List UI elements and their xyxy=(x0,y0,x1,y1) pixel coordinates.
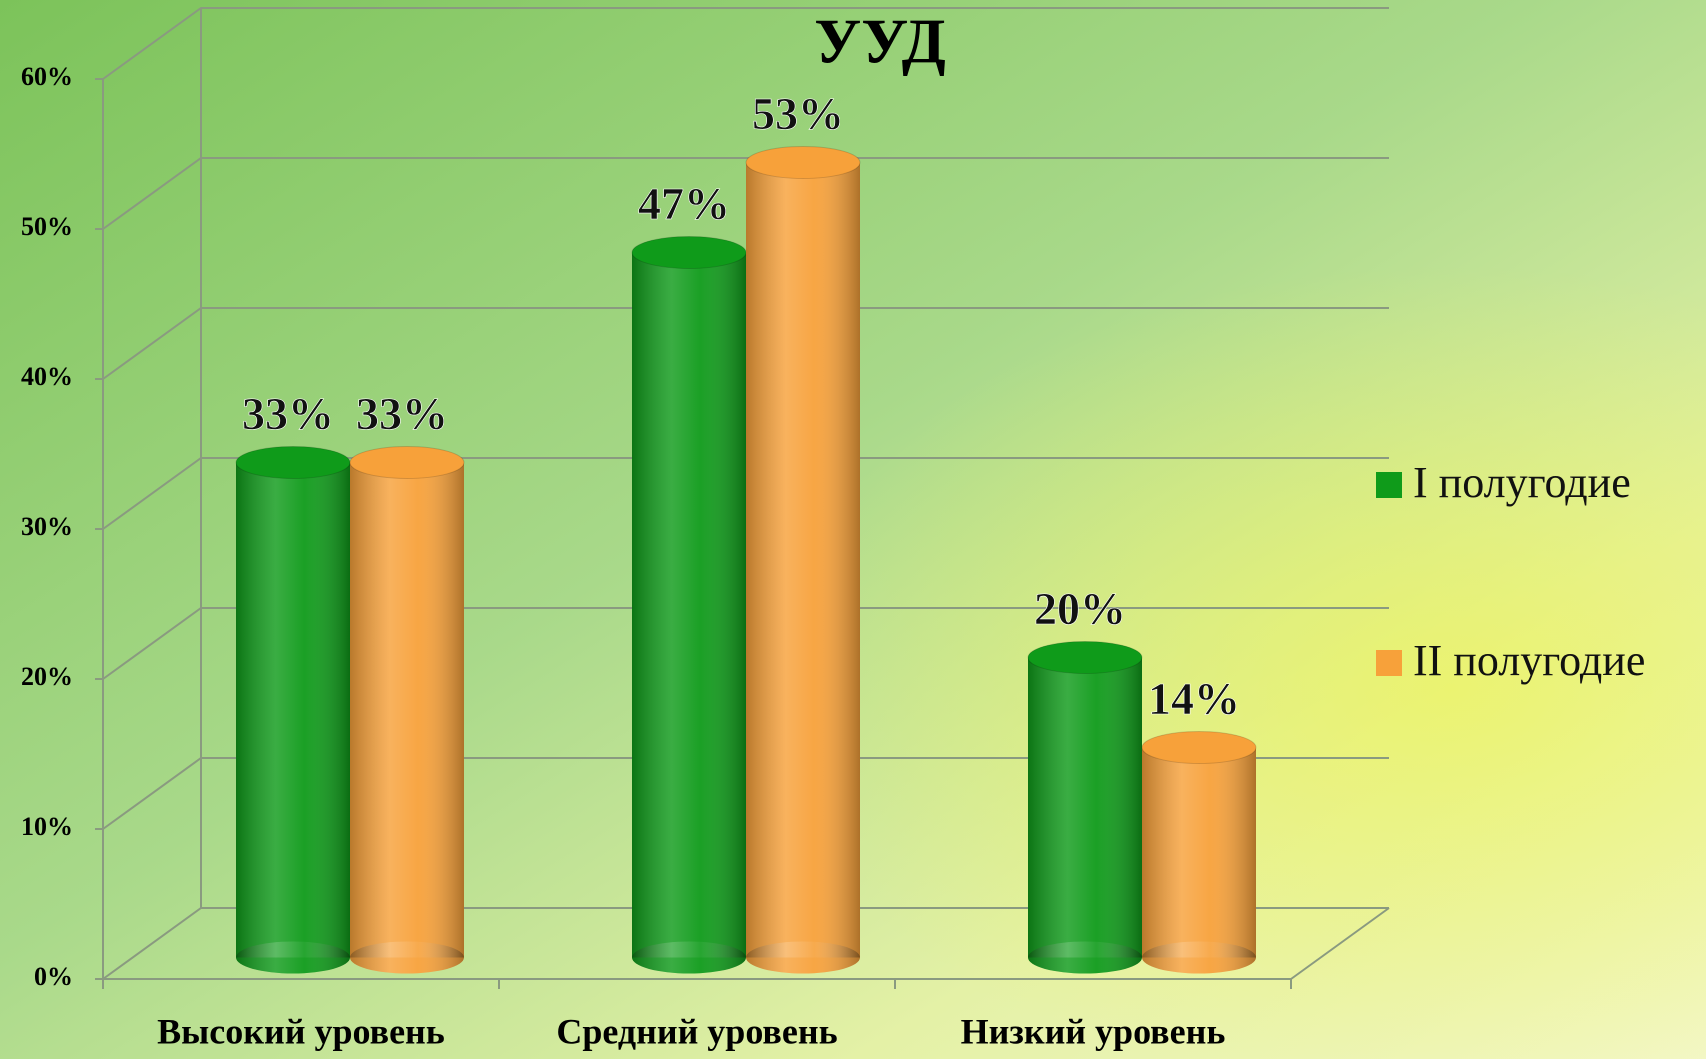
bar-bottom-shade xyxy=(350,941,464,974)
bar-bottom-shade xyxy=(236,941,350,974)
legend-label: II полугодие xyxy=(1413,636,1645,685)
x-tick-label: Средний уровень xyxy=(556,1011,837,1051)
value-label: 20% xyxy=(1034,583,1126,634)
bar-top xyxy=(745,146,861,179)
grid-line xyxy=(102,157,1389,230)
bar-bottom-shade xyxy=(1142,941,1256,974)
grid-line xyxy=(102,457,1389,530)
bar-bottom-shade xyxy=(632,941,746,974)
grid-line xyxy=(102,7,1389,80)
bar-shade xyxy=(1028,657,1142,958)
bar-top xyxy=(349,446,465,479)
value-label: 33% xyxy=(356,388,448,439)
y-tick-label: 0% xyxy=(34,962,73,991)
y-tick-label: 60% xyxy=(21,62,73,91)
bar-top xyxy=(631,236,747,269)
value-label: 33% xyxy=(242,388,334,439)
value-label: 14% xyxy=(1148,673,1240,724)
y-tick-label: 50% xyxy=(21,212,73,241)
legend-swatch xyxy=(1376,472,1402,498)
grid-line xyxy=(102,607,1389,680)
legend-swatch xyxy=(1376,650,1402,676)
grid-line xyxy=(102,907,1389,980)
y-tick-label: 10% xyxy=(21,812,73,841)
bar-top xyxy=(1141,731,1257,764)
bar-shade xyxy=(746,162,860,958)
bar-bottom-shade xyxy=(746,941,860,974)
bar-top xyxy=(1027,641,1143,674)
y-tick-label: 30% xyxy=(21,512,73,541)
bar-shade xyxy=(236,462,350,958)
bar-bottom-shade xyxy=(1028,941,1142,974)
y-tick-label: 40% xyxy=(21,362,73,391)
value-label: 53% xyxy=(752,88,844,139)
grid-line xyxy=(102,307,1389,380)
x-tick-label: Высокий уровень xyxy=(157,1011,445,1051)
value-label: 47% xyxy=(638,178,730,229)
x-tick-label: Низкий уровень xyxy=(961,1011,1226,1051)
bar-shade xyxy=(1142,747,1256,958)
bar-shade xyxy=(632,252,746,958)
legend-label: I полугодие xyxy=(1413,458,1631,507)
bar-shade xyxy=(350,462,464,958)
chart-title: УУД xyxy=(814,6,946,77)
y-tick-label: 20% xyxy=(21,662,73,691)
grid-line xyxy=(102,757,1389,830)
floor-edge xyxy=(1290,907,1390,980)
bar-top xyxy=(235,446,351,479)
